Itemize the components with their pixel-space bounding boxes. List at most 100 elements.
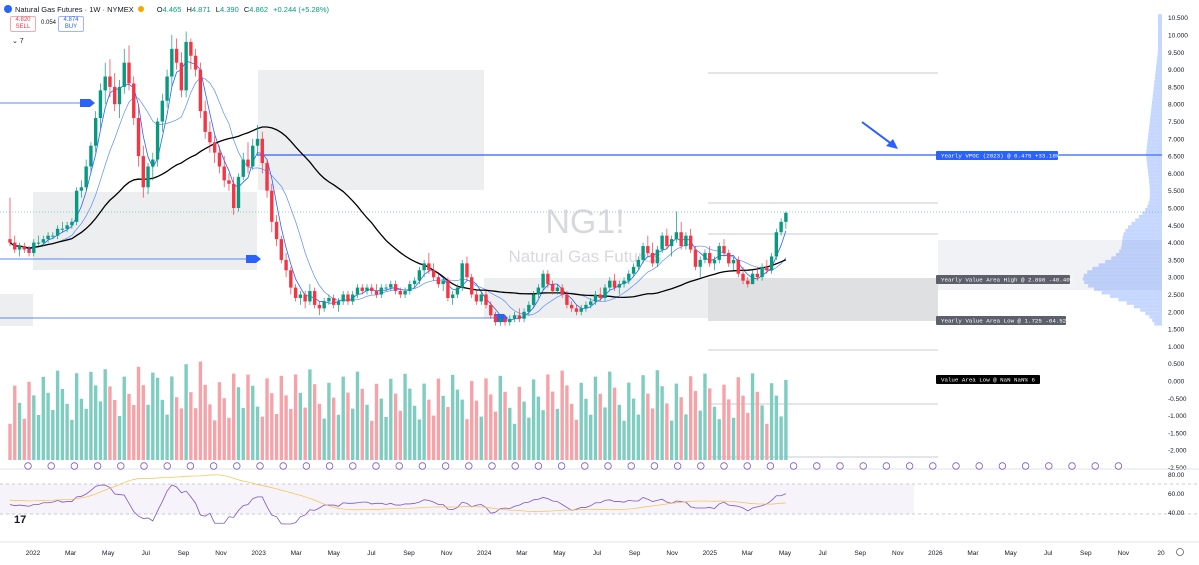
candle-body[interactable]	[474, 294, 479, 302]
candle-body[interactable]	[508, 318, 512, 323]
candle-body[interactable]	[693, 249, 698, 267]
vpoc-flag-icon[interactable]	[80, 99, 95, 107]
candle-body[interactable]	[341, 294, 345, 302]
candle-body[interactable]	[222, 166, 226, 181]
candle-body[interactable]	[527, 304, 531, 312]
event-marker-icon[interactable]	[557, 462, 566, 470]
value-area-nan-label-box[interactable]	[936, 375, 1040, 384]
candle-body[interactable]	[103, 76, 107, 91]
candle-body[interactable]	[608, 280, 612, 288]
candle-body[interactable]	[646, 246, 650, 253]
event-marker-icon[interactable]	[789, 462, 798, 470]
candle-body[interactable]	[179, 62, 184, 91]
candle-body[interactable]	[98, 90, 103, 119]
candle-body[interactable]	[270, 190, 274, 222]
annotation-arrow-head-icon[interactable]	[886, 139, 898, 149]
candle-body[interactable]	[255, 138, 260, 146]
candle-body[interactable]	[346, 294, 350, 302]
ma-mid-line[interactable]	[9, 77, 787, 316]
candle-body[interactable]	[136, 118, 141, 157]
candle-body[interactable]	[241, 159, 245, 177]
candle-body[interactable]	[55, 228, 60, 236]
candle-body[interactable]	[498, 318, 502, 323]
candle-body[interactable]	[674, 232, 679, 240]
candle-body[interactable]	[412, 280, 417, 285]
event-marker-icon[interactable]	[743, 462, 751, 470]
event-marker-icon[interactable]	[859, 462, 867, 470]
candle-body[interactable]	[227, 180, 231, 184]
candle-body[interactable]	[774, 232, 779, 257]
candle-body[interactable]	[212, 142, 217, 153]
rsi-line[interactable]	[9, 484, 787, 525]
value-area-low-label-box[interactable]	[936, 316, 1066, 325]
candle-body[interactable]	[717, 246, 721, 260]
sell-button[interactable]: 4.820 SELL	[10, 16, 36, 32]
event-marker-icon[interactable]	[47, 462, 55, 470]
candle-body[interactable]	[403, 291, 407, 295]
candle-body[interactable]	[151, 159, 155, 167]
candle-body[interactable]	[450, 294, 455, 298]
candle-body[interactable]	[531, 294, 536, 305]
event-marker-icon[interactable]	[720, 462, 728, 470]
event-marker-icon[interactable]	[627, 462, 635, 470]
candle-body[interactable]	[27, 249, 31, 253]
candle-body[interactable]	[274, 221, 279, 240]
event-marker-icon[interactable]	[1021, 462, 1030, 470]
candle-body[interactable]	[331, 297, 336, 305]
candle-body[interactable]	[308, 291, 312, 302]
candle-body[interactable]	[46, 235, 50, 240]
candle-body[interactable]	[127, 62, 131, 84]
candle-body[interactable]	[455, 287, 460, 295]
value-area-box-2025[interactable]	[708, 278, 938, 321]
event-marker-icon[interactable]	[233, 462, 241, 470]
candle-body[interactable]	[384, 287, 388, 289]
candle-body[interactable]	[232, 183, 236, 208]
event-marker-icon[interactable]	[905, 462, 914, 470]
candle-body[interactable]	[622, 280, 626, 285]
candle-body[interactable]	[408, 284, 412, 292]
candle-body[interactable]	[293, 287, 298, 298]
candle-body[interactable]	[522, 311, 526, 319]
candle-body[interactable]	[465, 263, 469, 278]
candle-body[interactable]	[360, 287, 364, 292]
candle-body[interactable]	[550, 284, 555, 292]
candle-body[interactable]	[417, 270, 422, 281]
candle-body[interactable]	[17, 246, 22, 250]
event-marker-icon[interactable]	[534, 462, 543, 470]
candle-body[interactable]	[760, 266, 764, 278]
candle-body[interactable]	[769, 256, 774, 271]
collapse-indicators-button[interactable]: ⌄ 7	[12, 38, 24, 45]
candle-body[interactable]	[70, 221, 74, 226]
candle-body[interactable]	[108, 76, 112, 87]
annotation-arrow[interactable]	[861, 121, 894, 146]
candle-body[interactable]	[217, 152, 222, 167]
event-marker-icon[interactable]	[24, 462, 32, 470]
candle-body[interactable]	[636, 259, 641, 267]
candle-body[interactable]	[365, 287, 369, 292]
event-marker-icon[interactable]	[836, 462, 844, 470]
event-marker-icon[interactable]	[1068, 462, 1076, 470]
candle-body[interactable]	[665, 235, 669, 247]
candle-body[interactable]	[236, 176, 241, 208]
candle-body[interactable]	[174, 48, 179, 63]
ma-slow-line[interactable]	[9, 126, 787, 299]
candle-body[interactable]	[765, 266, 769, 271]
candle-body[interactable]	[389, 284, 393, 288]
event-marker-icon[interactable]	[279, 462, 287, 470]
candle-body[interactable]	[260, 138, 264, 164]
event-marker-icon[interactable]	[441, 462, 450, 470]
candle-body[interactable]	[612, 280, 617, 288]
event-marker-icon[interactable]	[349, 462, 357, 470]
candle-body[interactable]	[251, 145, 255, 167]
event-marker-icon[interactable]	[1114, 462, 1123, 470]
event-marker-icon[interactable]	[488, 462, 496, 470]
candle-body[interactable]	[317, 304, 322, 309]
event-marker-icon[interactable]	[766, 462, 775, 470]
candle-body[interactable]	[165, 76, 169, 101]
candle-body[interactable]	[755, 273, 760, 278]
candle-body[interactable]	[579, 308, 583, 312]
candle-body[interactable]	[593, 294, 598, 302]
candle-body[interactable]	[589, 301, 593, 305]
candle-body[interactable]	[246, 159, 250, 167]
